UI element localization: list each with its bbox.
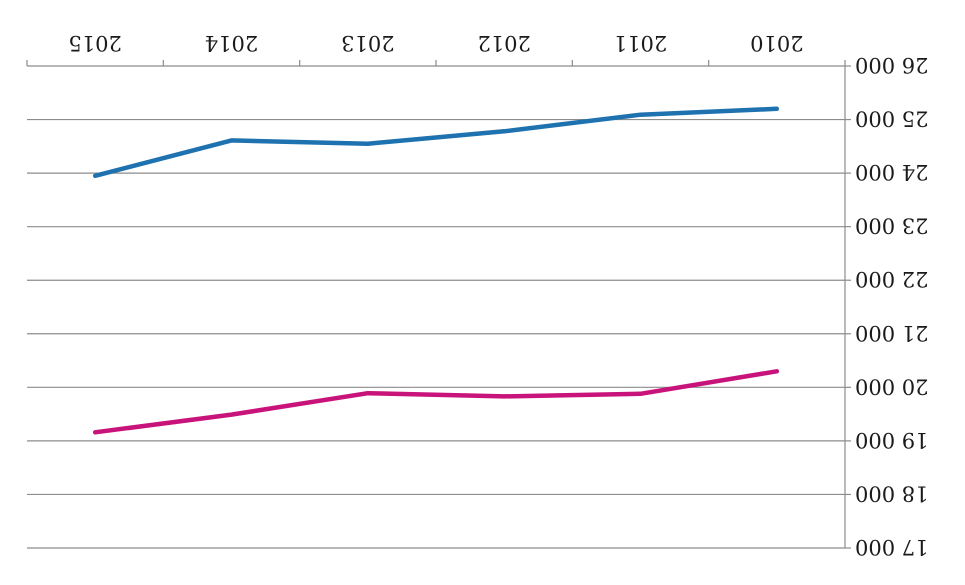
y-tick-label: 18 000: [855, 481, 928, 505]
y-tick-label: 17 000: [855, 535, 928, 559]
y-tick-label: 22 000: [855, 267, 928, 291]
y-tick-label: 24 000: [855, 160, 928, 184]
y-tick-label: 19 000: [855, 428, 928, 452]
x-tick-label: 2010: [750, 31, 803, 55]
axis-layer: [26, 60, 851, 549]
series-line: [92, 106, 780, 179]
x-tick-label: 2015: [68, 31, 121, 55]
series-layer: [92, 106, 780, 435]
y-tick-label: 23 000: [855, 214, 928, 238]
label-layer: 17 000 18 000 19 000 20 000 21 000 22 000 23 0…: [68, 31, 928, 559]
x-tick-label: 2014: [205, 31, 258, 55]
x-tick-label: 2013: [341, 31, 394, 55]
series-line: [92, 369, 780, 435]
y-tick-label: 21 000: [855, 321, 928, 345]
y-tick-label: 25 000: [855, 107, 928, 131]
y-tick-label: 26 000: [855, 53, 928, 77]
y-tick-label: 20 000: [855, 374, 928, 398]
x-tick-label: 2011: [614, 31, 667, 55]
x-tick-label: 2012: [477, 31, 530, 55]
